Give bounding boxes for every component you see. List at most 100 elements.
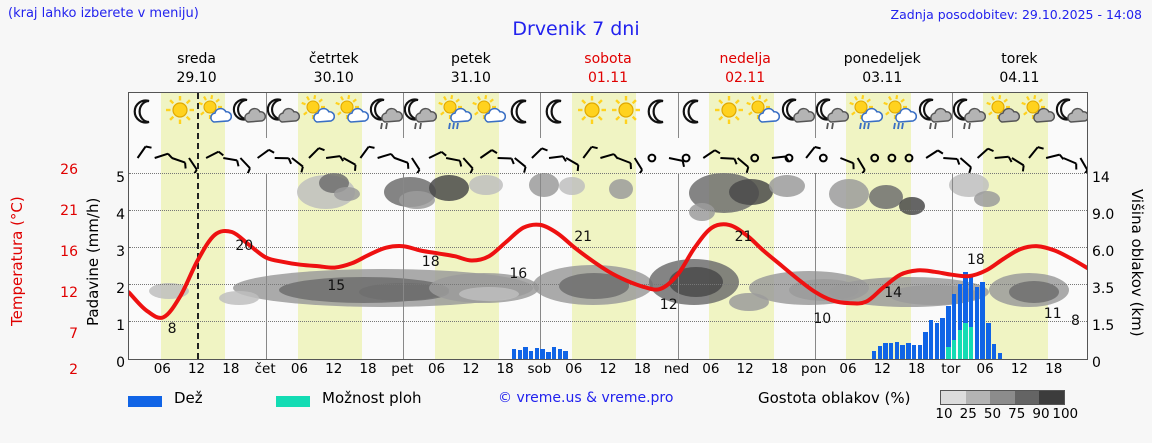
cloud-density-layer	[149, 173, 1069, 311]
moon-icon	[643, 95, 677, 135]
temperature-curve	[129, 222, 1087, 320]
rain-bar	[557, 348, 563, 359]
weather-chart[interactable]: 82015181621122110141811188	[128, 92, 1088, 360]
cloud-ramp-step-1	[965, 391, 991, 404]
precip-tick-4: 1	[116, 318, 125, 334]
rain-bar	[906, 343, 911, 359]
x-tick-7: pet	[391, 361, 414, 377]
day-name: sobota	[584, 51, 632, 67]
moon-cloud-icon	[266, 95, 301, 135]
rain-bar	[923, 331, 928, 359]
day-name: nedelja	[719, 51, 771, 67]
x-tick-14: 18	[633, 361, 651, 377]
wind-barb-row	[129, 138, 1087, 176]
moon-icon	[678, 95, 712, 135]
moon-cloud-icon	[232, 95, 266, 135]
temp-value-label: 18	[421, 254, 440, 271]
gridline-2	[129, 247, 1087, 248]
cloud-sun-rain-icon	[883, 95, 918, 135]
wind-barbs-svg	[136, 145, 1087, 176]
day-name: ponedeljek	[843, 51, 921, 67]
showers-bar	[963, 323, 968, 359]
cloud-ramp-label-0: 10	[935, 406, 953, 422]
cloud-ramp-step-4	[1039, 391, 1064, 404]
rain-bar	[911, 345, 917, 359]
x-tick-12: 06	[565, 361, 583, 377]
sun-icon	[712, 95, 746, 135]
icon-day-sep-3	[540, 93, 542, 138]
showers-bar	[969, 326, 974, 359]
weather-icon-row	[129, 93, 1087, 138]
x-tick-26: 18	[1045, 361, 1063, 377]
temp-tick-0: 26	[60, 162, 78, 178]
current-time-marker	[196, 93, 199, 359]
x-tick-25: 12	[1010, 361, 1029, 377]
cloud-density-color-ramp	[940, 390, 1065, 405]
chart-legend: Dež Možnost ploh © vreme.us & vreme.pro …	[128, 388, 1152, 432]
rain-legend-swatch	[128, 396, 162, 407]
cloud-tick-5: 0	[1092, 355, 1101, 371]
cloud-sun-rain-icon	[849, 95, 884, 135]
day-header-4: nedelja 02.11	[677, 50, 814, 90]
temp-tick-3: 12	[60, 285, 78, 301]
x-tick-6: 18	[359, 361, 377, 377]
rain-bar	[883, 343, 888, 359]
temp-tick-5: 2	[69, 362, 78, 378]
page-title: Drvenik 7 dni	[512, 18, 640, 40]
showers-legend-swatch	[276, 396, 310, 407]
cloud-height-axis-title: Višina oblakov (km)	[1128, 188, 1146, 337]
sun-cloud-icon	[198, 95, 232, 135]
precip-tick-3: 2	[116, 281, 125, 297]
rain-bar	[523, 347, 528, 359]
gridline-0	[129, 173, 1087, 174]
gridline-3	[129, 284, 1087, 285]
chart-day-sep-4	[677, 173, 679, 359]
temp-value-label: 21	[734, 228, 753, 245]
moon-cloud-rain-icon	[369, 95, 404, 135]
x-tick-8: 06	[427, 361, 446, 377]
x-tick-23: tor	[941, 361, 961, 377]
rain-bar	[529, 351, 534, 359]
cloud-tick-1: 9.0	[1092, 207, 1115, 223]
cloud-sun-icon	[986, 95, 1021, 135]
rain-bar	[546, 352, 551, 359]
precip-tick-0: 5	[116, 170, 125, 186]
cloud-ramp-label-3: 75	[1008, 406, 1026, 422]
precip-tick-1: 4	[116, 207, 125, 223]
chart-day-sep-5	[814, 173, 816, 359]
daylight-band-3	[571, 93, 637, 359]
rain-bar	[991, 343, 997, 359]
showers-bar	[957, 329, 963, 359]
sun-cloud-icon	[472, 95, 507, 135]
cloud-density-ramp-labels: 10 25 50 75 90 100	[935, 406, 1078, 424]
temperature-axis-ticks: 26 21 16 12 7 2	[44, 162, 78, 378]
day-name: četrtek	[308, 51, 359, 67]
day-date: 31.10	[450, 70, 491, 86]
day-date: 03.11	[862, 70, 903, 86]
precipitation-axis-ticks: 5 4 3 2 1 0	[107, 162, 125, 371]
daylight-band-5	[846, 93, 911, 359]
showers-bar	[951, 340, 957, 359]
moon-cloud-icon	[781, 95, 815, 135]
day-date: 02.11	[725, 70, 766, 86]
rain-bar	[877, 346, 883, 359]
cloud-ramp-label-4: 90	[1032, 406, 1050, 422]
sun-cloud-rain-icon	[438, 95, 472, 135]
temp-value-label: 8	[1071, 313, 1080, 329]
rain-legend-label: Dež	[174, 389, 203, 407]
rain-bar	[900, 344, 905, 359]
rain-bar	[540, 348, 545, 359]
temp-value-label: 14	[884, 284, 903, 301]
rain-bar	[934, 323, 940, 359]
x-tick-19: pon	[801, 361, 827, 377]
daylight-band-0	[160, 93, 225, 359]
x-tick-15: ned	[663, 361, 690, 377]
temp-value-label: 18	[967, 252, 985, 269]
temp-value-label: 16	[509, 266, 528, 283]
day-header-6: torek 04.11	[951, 50, 1088, 90]
cloud-tick-3: 3.5	[1092, 281, 1115, 297]
temp-tick-2: 16	[60, 244, 78, 260]
cloud-ramp-step-0	[941, 391, 966, 404]
sun-cloud-icon	[335, 95, 369, 135]
cloud-ramp-label-2: 50	[983, 406, 1002, 422]
